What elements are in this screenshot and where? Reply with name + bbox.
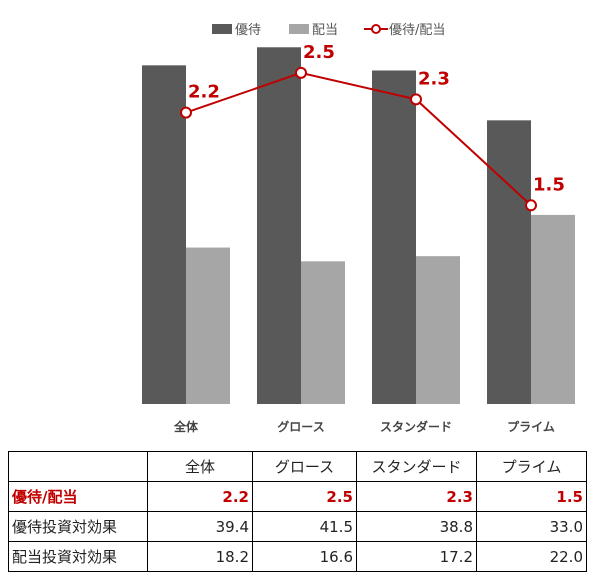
ratio-point bbox=[410, 93, 422, 106]
bar-yutai bbox=[372, 70, 416, 404]
table-row-yutai: 優待投資対効果 39.4 41.5 38.8 33.0 bbox=[8, 511, 587, 542]
table-cell: 39.4 bbox=[147, 511, 253, 542]
category-label: 全体 bbox=[173, 419, 199, 434]
ratio-polyline bbox=[185, 71, 532, 207]
category-labels: 全体 グロース スタンダード プライム bbox=[173, 419, 555, 434]
table-header-cell: スタンダード bbox=[356, 451, 477, 482]
ratio-data-label: 2.3 bbox=[418, 68, 450, 89]
category-label: グロース bbox=[277, 419, 324, 434]
table-cell: 2.5 bbox=[252, 481, 357, 512]
table-cell: 2.2 bbox=[147, 481, 253, 512]
category-label: スタンダード bbox=[380, 419, 452, 434]
legend-marker bbox=[371, 24, 381, 34]
ratio-data-label: 2.2 bbox=[188, 82, 220, 103]
ratio-data-label: 2.5 bbox=[303, 42, 335, 63]
ratio-point bbox=[180, 106, 192, 119]
row-label: 優待/配当 bbox=[8, 481, 148, 512]
row-label: 配当投資対効果 bbox=[8, 541, 148, 572]
table-cell: 17.2 bbox=[356, 541, 477, 572]
table-cell: 22.0 bbox=[476, 541, 587, 572]
table-cell: 18.2 bbox=[147, 541, 253, 572]
bars bbox=[142, 47, 575, 404]
bar-haito bbox=[301, 261, 345, 404]
category-label: プライム bbox=[507, 419, 555, 434]
bar-yutai bbox=[142, 65, 186, 404]
bar-haito bbox=[531, 214, 575, 404]
table-cell: 41.5 bbox=[252, 511, 357, 542]
chart: 優待 配当 優待/配当 2.2 2.5 2.3 1.5 全体 グロース スタンダード プライム bbox=[142, 23, 575, 434]
legend-swatch bbox=[289, 24, 309, 34]
ratio-point bbox=[525, 199, 537, 212]
table-row-haito: 配当投資対効果 18.2 16.6 17.2 22.0 bbox=[8, 541, 587, 572]
row-label: 優待投資対効果 bbox=[8, 511, 148, 542]
ratio-data-label: 1.5 bbox=[533, 174, 565, 195]
legend-label: 優待 bbox=[235, 23, 261, 38]
legend-swatch bbox=[212, 24, 232, 34]
table-cell: 2.3 bbox=[356, 481, 477, 512]
table-cell: 38.8 bbox=[356, 511, 477, 542]
legend: 優待 配当 優待/配当 bbox=[212, 23, 445, 38]
bar-haito bbox=[416, 256, 460, 404]
table-header-corner bbox=[8, 451, 148, 482]
table-header-cell: グロース bbox=[252, 451, 357, 482]
bar-haito bbox=[186, 247, 230, 404]
table-header-cell: プライム bbox=[476, 451, 587, 482]
bar-yutai bbox=[257, 47, 301, 404]
ratio-line: 2.2 2.5 2.3 1.5 bbox=[180, 42, 565, 212]
data-table: 全体 グロース スタンダード プライム 優待/配当 2.2 2.5 2.3 1.… bbox=[8, 451, 587, 572]
table-header-cell: 全体 bbox=[147, 451, 253, 482]
table-cell: 33.0 bbox=[476, 511, 587, 542]
table-row-ratio: 優待/配当 2.2 2.5 2.3 1.5 bbox=[8, 481, 587, 512]
ratio-point bbox=[295, 66, 307, 79]
legend-label: 優待/配当 bbox=[389, 23, 445, 38]
table-cell: 16.6 bbox=[252, 541, 357, 572]
table-cell: 1.5 bbox=[476, 481, 587, 512]
bar-yutai bbox=[487, 120, 531, 404]
table-header-row: 全体 グロース スタンダード プライム bbox=[8, 451, 587, 482]
legend-label: 配当 bbox=[312, 23, 338, 38]
